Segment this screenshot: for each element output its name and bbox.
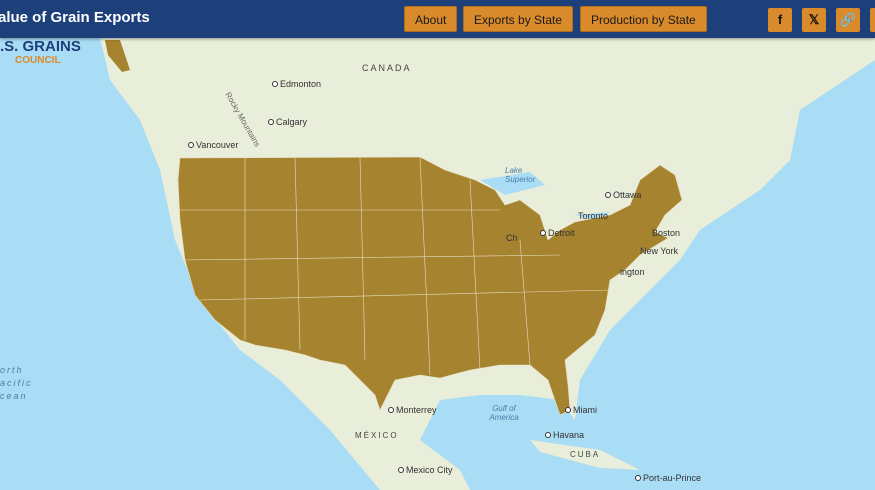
label-new-york: New York bbox=[640, 246, 679, 256]
label-canada: CANADA bbox=[362, 63, 412, 73]
label-pacific-1: orth bbox=[0, 365, 24, 375]
label-vancouver: Vancouver bbox=[188, 140, 238, 150]
label-toronto: Toronto bbox=[578, 211, 609, 221]
facebook-icon[interactable]: f bbox=[768, 8, 792, 32]
about-button[interactable]: About bbox=[404, 6, 458, 32]
x-icon[interactable]: 𝕏 bbox=[802, 8, 826, 32]
production-by-state-button[interactable]: Production by State bbox=[580, 6, 707, 32]
label-detroit: Detroit bbox=[540, 228, 575, 238]
logo-subtext: COUNCIL bbox=[15, 55, 61, 66]
label-calgary: Calgary bbox=[268, 117, 307, 127]
label-mexico: MÉXICO bbox=[355, 431, 399, 440]
logo-text: .S. GRAINS bbox=[0, 38, 81, 55]
label-lake-superior: Lake Superior bbox=[505, 166, 536, 184]
label-pacific-2: acific bbox=[0, 378, 33, 388]
label-monterrey: Monterrey bbox=[388, 405, 437, 415]
label-havana: Havana bbox=[545, 430, 584, 440]
label-cuba: CUBA bbox=[570, 450, 601, 459]
label-chicago: Ch bbox=[506, 233, 518, 243]
label-ottawa: Ottawa bbox=[605, 190, 642, 200]
label-washington: ington bbox=[620, 267, 645, 277]
label-boston: Boston bbox=[652, 228, 681, 238]
exports-by-state-button[interactable]: Exports by State bbox=[463, 6, 574, 32]
label-pacific-3: cean bbox=[0, 391, 28, 401]
label-mexico-city: Mexico City bbox=[398, 465, 453, 475]
alaska-panhandle bbox=[105, 40, 130, 72]
label-miami: Miami bbox=[565, 405, 597, 415]
label-edmonton: Edmonton bbox=[272, 79, 321, 89]
link-icon[interactable]: 🔗 bbox=[836, 8, 860, 32]
land-cuba bbox=[530, 440, 640, 470]
more-button[interactable] bbox=[870, 8, 875, 32]
label-port-au-prince: Port-au-Prince bbox=[635, 473, 701, 483]
app-title: alue of Grain Exports bbox=[0, 9, 150, 26]
label-gulf-of-america: Gulf of America bbox=[489, 404, 519, 422]
usa-states[interactable] bbox=[177, 156, 683, 416]
app-header: alue of Grain Exports About Exports by S… bbox=[0, 0, 875, 38]
great-lakes bbox=[480, 172, 610, 245]
